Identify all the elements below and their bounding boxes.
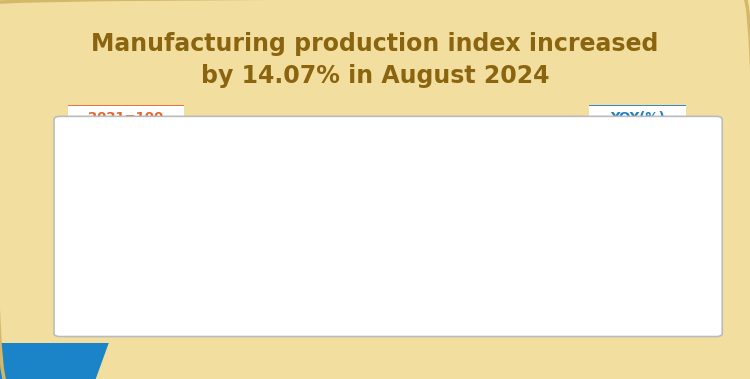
Text: Manufacturing production index increased: Manufacturing production index increased: [92, 31, 658, 56]
Bar: [426, 182, 458, 282]
Bar: [234, 181, 265, 282]
Bar: [330, 180, 362, 282]
Bar: [474, 179, 506, 282]
FancyBboxPatch shape: [63, 104, 188, 132]
Text: 2024: 2024: [496, 308, 532, 321]
FancyBboxPatch shape: [83, 305, 320, 323]
Bar: [89, 185, 121, 282]
Bar: [523, 178, 554, 282]
Bar: [378, 181, 410, 282]
Text: 2021=100: 2021=100: [88, 111, 164, 124]
Bar: [186, 181, 217, 282]
Text: by 14.07% in August 2024: by 14.07% in August 2024: [201, 64, 549, 88]
Polygon shape: [0, 343, 109, 379]
Text: YOY(%): YOY(%): [610, 111, 664, 124]
Bar: [619, 179, 650, 282]
Bar: [571, 178, 602, 282]
Bar: [282, 183, 314, 282]
Bar: [667, 171, 698, 282]
Text: 2023: 2023: [183, 308, 220, 321]
Bar: [138, 182, 169, 282]
Text: 14.07: 14.07: [664, 207, 706, 220]
Text: -11.03: -11.03: [79, 244, 127, 257]
Text: 90.19: 90.19: [82, 169, 124, 182]
Text: READ: READ: [19, 354, 64, 368]
Text: 102.88: 102.88: [659, 155, 710, 168]
FancyBboxPatch shape: [585, 104, 690, 132]
FancyBboxPatch shape: [324, 305, 704, 323]
